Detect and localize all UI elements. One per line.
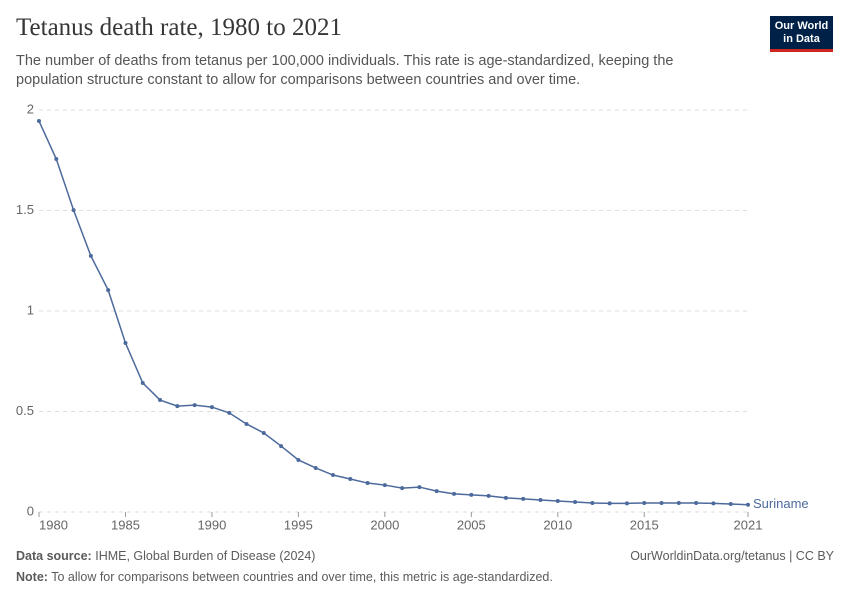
logo-text: Our World bbox=[774, 20, 829, 32]
point bbox=[746, 502, 750, 507]
chart-title: Tetanus death rate, 1980 to 2021 bbox=[16, 14, 342, 41]
point bbox=[54, 157, 59, 162]
x-tick-label: 1980 bbox=[39, 517, 68, 532]
point bbox=[279, 444, 284, 449]
point bbox=[521, 496, 526, 501]
point bbox=[348, 477, 353, 482]
point bbox=[209, 405, 214, 410]
point bbox=[106, 288, 111, 293]
x-tick-label: 2015 bbox=[630, 517, 659, 532]
x-tick-label: 1990 bbox=[197, 517, 226, 532]
logo-text: in Data bbox=[783, 33, 820, 45]
chart-subtitle: The number of deaths from tetanus per 10… bbox=[16, 53, 674, 88]
point bbox=[140, 380, 145, 385]
source-text: IHME, Global Burden of Disease (2024) bbox=[95, 549, 316, 563]
series-label: Suriname bbox=[753, 496, 809, 511]
point bbox=[244, 421, 249, 426]
point bbox=[192, 403, 197, 408]
point bbox=[607, 501, 612, 506]
logo[interactable]: Our World in Data bbox=[770, 16, 833, 52]
point bbox=[330, 473, 335, 478]
point bbox=[296, 457, 301, 462]
point bbox=[676, 500, 681, 505]
point bbox=[694, 500, 699, 505]
point bbox=[88, 253, 93, 258]
point bbox=[175, 404, 180, 409]
point bbox=[659, 500, 664, 505]
point bbox=[555, 498, 560, 503]
point bbox=[642, 500, 647, 505]
line bbox=[38, 120, 749, 506]
chart: 0 0.5 1 1.5 2 1980 1985 1990 1995 2000 2005 2010 201… bbox=[16, 101, 809, 532]
y-tick-label: 2 bbox=[27, 101, 34, 116]
point bbox=[37, 119, 41, 124]
point bbox=[624, 501, 629, 506]
point bbox=[365, 481, 370, 486]
point bbox=[728, 501, 733, 506]
x-tick-label: 1985 bbox=[111, 517, 140, 532]
point bbox=[452, 491, 457, 496]
point bbox=[123, 340, 128, 345]
x-tick-label: 2021 bbox=[734, 517, 763, 532]
point bbox=[538, 497, 543, 502]
x-tick-label: 2005 bbox=[457, 517, 486, 532]
y-tick-label: 0.5 bbox=[16, 403, 34, 418]
note-text: To allow for comparisons between countri… bbox=[51, 570, 553, 584]
x-tick-label: 2000 bbox=[370, 517, 399, 532]
x-tick-label: 2010 bbox=[543, 517, 572, 532]
source-label: Data source: bbox=[16, 549, 92, 563]
point bbox=[573, 499, 578, 504]
y-tick-label: 0 bbox=[27, 503, 34, 518]
note-label: Note: bbox=[16, 570, 48, 584]
point bbox=[711, 501, 716, 506]
point bbox=[261, 431, 266, 436]
point bbox=[417, 485, 422, 490]
point bbox=[400, 486, 405, 491]
url[interactable]: OurWorldinData.org/tetanus | CC BY bbox=[630, 549, 834, 563]
point bbox=[469, 492, 474, 497]
y-tick-label: 1 bbox=[27, 302, 34, 317]
point bbox=[382, 483, 387, 488]
point bbox=[227, 410, 232, 415]
point bbox=[590, 500, 595, 505]
point bbox=[313, 465, 318, 470]
point bbox=[503, 495, 508, 500]
source: Data source: IHME, Global Burden of Dise… bbox=[16, 549, 315, 563]
x-tick-label: 1995 bbox=[284, 517, 313, 532]
note: Note: To allow for comparisons between c… bbox=[16, 570, 553, 584]
point bbox=[434, 489, 439, 494]
point bbox=[486, 493, 491, 498]
point bbox=[158, 398, 163, 403]
point bbox=[71, 208, 76, 213]
y-tick-label: 1.5 bbox=[16, 202, 34, 217]
